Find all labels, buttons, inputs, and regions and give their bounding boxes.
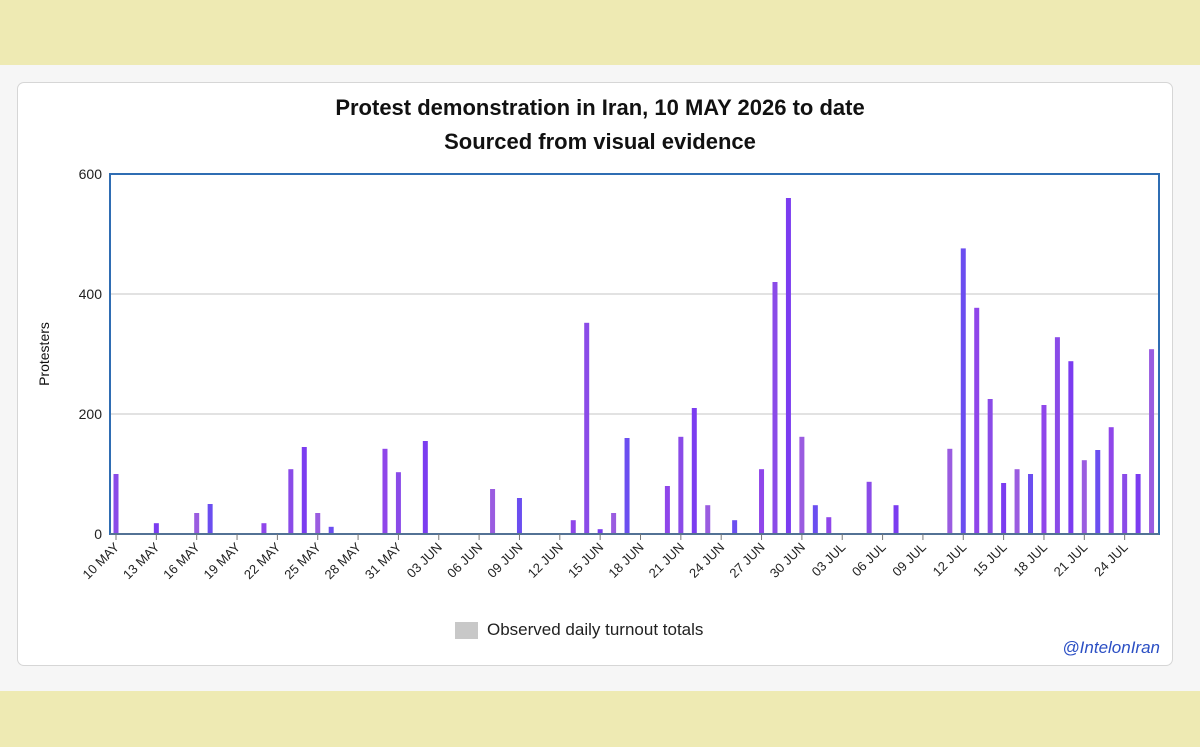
x-tick-label: 15 JUL: [970, 540, 1010, 580]
x-tick-label: 15 JUN: [565, 540, 606, 581]
chart-card: [17, 82, 1173, 666]
bar: [1028, 474, 1034, 534]
x-tick-label: 24 JUN: [686, 540, 727, 581]
bar: [799, 436, 805, 534]
x-tick-label: 13 MAY: [120, 539, 163, 582]
bar: [328, 526, 334, 534]
x-tick-label: 25 MAY: [281, 539, 324, 582]
y-tick-label: 400: [79, 286, 103, 302]
bar: [947, 448, 953, 534]
x-tick-label: 21 JUN: [646, 540, 687, 581]
bar: [664, 486, 670, 534]
x-tick-label: 18 JUL: [1010, 540, 1050, 580]
bar: [960, 248, 966, 534]
bar: [785, 198, 791, 534]
credit-label: @IntelonIran: [1062, 638, 1160, 657]
bar: [1149, 349, 1155, 534]
bar: [153, 523, 159, 534]
bar: [422, 441, 428, 534]
x-tick-label: 09 JUN: [484, 540, 525, 581]
chart-title: Protest demonstration in Iran, 10 MAY 20…: [335, 95, 865, 120]
x-tick-label: 12 JUL: [930, 540, 970, 580]
x-tick-label: 31 MAY: [362, 539, 405, 582]
bar: [678, 436, 684, 534]
bar: [1122, 474, 1128, 534]
x-tick-label: 10 MAY: [79, 539, 122, 582]
bar: [261, 523, 267, 534]
bar: [516, 498, 522, 534]
bar: [395, 472, 401, 534]
x-tick-label: 03 JUL: [809, 540, 849, 580]
bar: [113, 474, 119, 534]
bar: [315, 513, 321, 534]
bar: [382, 448, 388, 534]
bar: [826, 517, 832, 534]
bar: [987, 399, 993, 534]
bar: [1108, 427, 1114, 534]
bar: [893, 505, 899, 534]
x-tick-label: 21 JUL: [1051, 540, 1091, 580]
bar: [490, 489, 496, 534]
bar: [812, 505, 818, 534]
x-tick-label: 28 MAY: [322, 539, 365, 582]
bar: [1001, 483, 1007, 534]
bar: [866, 481, 872, 534]
bar: [974, 307, 980, 534]
x-tick-label: 09 JUL: [889, 540, 929, 580]
bar: [705, 505, 711, 534]
chart-subtitle: Sourced from visual evidence: [444, 129, 756, 154]
x-tick-label: 12 JUN: [525, 540, 566, 581]
x-tick-label: 24 JUL: [1091, 540, 1131, 580]
legend-swatch: [455, 621, 478, 639]
chart-panel: [0, 65, 1200, 691]
bar: [1054, 337, 1060, 534]
x-tick-label: 06 JUN: [444, 540, 485, 581]
x-tick-label: 30 JUN: [767, 540, 808, 581]
x-tick-label: 03 JUN: [404, 540, 445, 581]
bar: [207, 504, 213, 534]
y-axis-label: Protesters: [36, 322, 52, 386]
x-tick-label: 22 MAY: [241, 539, 284, 582]
plot-frame: [109, 173, 1160, 535]
x-tick-label: 18 JUN: [605, 540, 646, 581]
bar: [1081, 460, 1087, 534]
x-tick-label: 16 MAY: [160, 539, 203, 582]
bar: [194, 513, 200, 534]
y-tick-label: 0: [94, 526, 102, 542]
y-tick-label: 200: [79, 406, 103, 422]
bar: [1068, 361, 1074, 534]
legend[interactable]: Observed daily turnout totals: [455, 620, 703, 640]
bar: [611, 513, 617, 534]
bar: [570, 520, 576, 534]
bar: [584, 322, 590, 534]
bar: [1041, 405, 1047, 534]
bar: [1095, 450, 1101, 534]
x-tick-label: 06 JUL: [849, 540, 889, 580]
bar: [732, 520, 738, 534]
legend-label: Observed daily turnout totals: [487, 620, 704, 639]
bar: [624, 438, 630, 534]
bar: [1135, 474, 1141, 534]
bar: [301, 447, 307, 534]
bar: [759, 469, 765, 534]
y-tick-label: 600: [79, 166, 103, 182]
x-tick-label: 19 MAY: [201, 539, 244, 582]
bar: [691, 408, 697, 534]
bar: [288, 469, 294, 534]
x-tick-label: 27 JUN: [726, 540, 767, 581]
bar: [597, 529, 603, 534]
bar: [1014, 469, 1020, 534]
bar: [772, 282, 778, 534]
